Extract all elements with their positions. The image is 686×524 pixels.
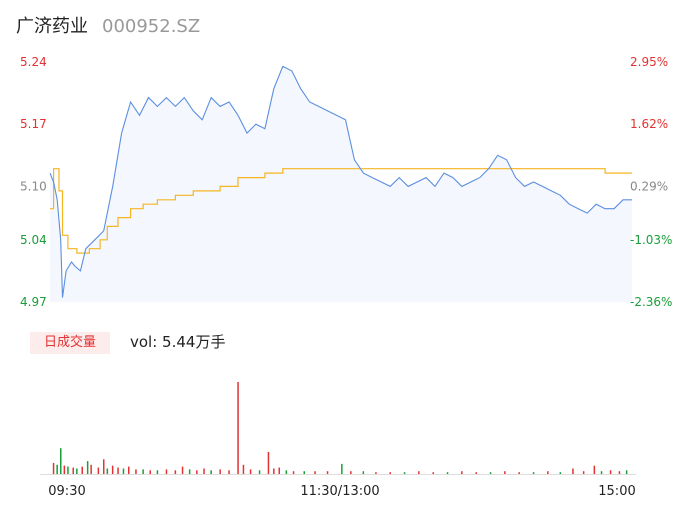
volume-bar bbox=[249, 469, 252, 474]
volume-bar bbox=[106, 468, 109, 474]
price-area bbox=[50, 66, 632, 303]
volume-bar bbox=[81, 466, 83, 474]
volume-bar bbox=[475, 472, 477, 474]
volume-bar bbox=[418, 471, 420, 474]
left-tick-label: 5.10 bbox=[20, 179, 47, 193]
volume-bar bbox=[593, 465, 596, 474]
volume-bar bbox=[122, 468, 125, 474]
right-tick-label: -1.03% bbox=[630, 233, 672, 247]
volume-bar bbox=[609, 470, 612, 474]
left-tick-label: 5.04 bbox=[20, 233, 47, 247]
volume-bar bbox=[326, 471, 329, 474]
volume-bar bbox=[228, 470, 230, 474]
volume-bar bbox=[278, 467, 280, 474]
volume-bar bbox=[618, 471, 621, 474]
volume-bar bbox=[63, 465, 66, 474]
volume-bar bbox=[242, 464, 245, 474]
volume-bar bbox=[142, 469, 144, 474]
stock-code: 000952.SZ bbox=[102, 16, 201, 37]
right-axis: 2.95% 1.62% 0.29% -1.03% -2.36% bbox=[630, 55, 672, 309]
volume-bar bbox=[103, 459, 105, 474]
volume-bar bbox=[258, 470, 261, 474]
right-tick-label: 1.62% bbox=[630, 117, 668, 131]
volume-bar bbox=[117, 467, 119, 474]
volume-bar bbox=[203, 468, 205, 474]
volume-bar bbox=[292, 471, 295, 474]
volume-bar bbox=[285, 470, 288, 474]
volume-bar bbox=[97, 467, 100, 474]
volume-bar bbox=[362, 471, 365, 474]
left-axis: 5.24 5.17 5.10 5.04 4.97 bbox=[20, 55, 47, 309]
volume-legend-label: 日成交量 bbox=[30, 332, 110, 354]
volume-bar bbox=[111, 465, 114, 474]
volume-bar bbox=[375, 472, 377, 474]
volume-bar bbox=[267, 451, 270, 474]
volume-bar bbox=[273, 468, 275, 474]
volume-bar bbox=[56, 464, 58, 474]
right-tick-label: 2.95% bbox=[630, 55, 668, 69]
volume-bar bbox=[600, 471, 603, 474]
time-tick-label: 09:30 bbox=[48, 484, 85, 499]
volume-bar bbox=[489, 472, 492, 474]
volume-bar bbox=[210, 470, 212, 474]
volume-bar bbox=[219, 469, 221, 474]
volume-bars bbox=[40, 382, 636, 475]
avg-line-group bbox=[50, 168, 632, 254]
volume-bar bbox=[303, 471, 305, 474]
volume-bar bbox=[156, 470, 159, 474]
volume-bar bbox=[547, 471, 549, 474]
volume-bar bbox=[314, 471, 316, 474]
volume-bar bbox=[149, 470, 151, 474]
left-tick-label: 5.17 bbox=[20, 117, 47, 131]
volume-bar bbox=[446, 472, 449, 474]
volume-bar bbox=[237, 382, 239, 474]
stock-name: 广济药业 bbox=[16, 16, 88, 37]
volume-bar bbox=[52, 463, 55, 474]
volume-bar bbox=[86, 461, 89, 474]
right-tick-label: 0.29% bbox=[630, 179, 668, 193]
volume-bar bbox=[403, 472, 406, 474]
time-axis: 09:30 11:30/13:00 15:00 bbox=[48, 484, 635, 499]
volume-bar bbox=[350, 471, 352, 474]
volume-bar bbox=[67, 466, 69, 474]
left-tick-label: 5.24 bbox=[20, 55, 47, 69]
volume-bar bbox=[389, 472, 391, 474]
volume-bar bbox=[72, 467, 74, 474]
volume-bar bbox=[432, 472, 434, 474]
volume-bar bbox=[181, 466, 184, 474]
left-tick-label: 4.97 bbox=[20, 295, 47, 309]
price-line-group bbox=[49, 65, 632, 298]
volume-bar bbox=[165, 469, 168, 474]
volume-bar bbox=[196, 470, 198, 474]
volume-bar bbox=[532, 472, 535, 474]
volume-bar bbox=[128, 466, 130, 474]
volume-text: vol: 5.44万手 bbox=[130, 333, 226, 351]
time-tick-label: 11:30/13:00 bbox=[300, 484, 379, 499]
volume-bar bbox=[76, 468, 78, 474]
volume-bar bbox=[90, 464, 92, 474]
header: 广济药业 000952.SZ bbox=[16, 12, 200, 40]
right-tick-label: -2.36% bbox=[630, 295, 672, 309]
volume-bar bbox=[518, 472, 520, 474]
volume-bar bbox=[504, 471, 506, 474]
volume-bar bbox=[582, 471, 585, 474]
price-line bbox=[49, 65, 632, 298]
volume-bar bbox=[188, 469, 191, 474]
volume-bar bbox=[559, 472, 562, 474]
time-tick-label: 15:00 bbox=[598, 484, 635, 499]
price-area-fill bbox=[50, 66, 632, 303]
volume-bar bbox=[135, 469, 137, 474]
volume-bar bbox=[341, 463, 343, 474]
average-price-line bbox=[50, 168, 632, 254]
volume-bar bbox=[461, 471, 463, 474]
volume-bar bbox=[60, 448, 62, 474]
volume-bar bbox=[625, 470, 628, 474]
volume-bar bbox=[572, 468, 574, 474]
volume-bar bbox=[174, 470, 177, 474]
